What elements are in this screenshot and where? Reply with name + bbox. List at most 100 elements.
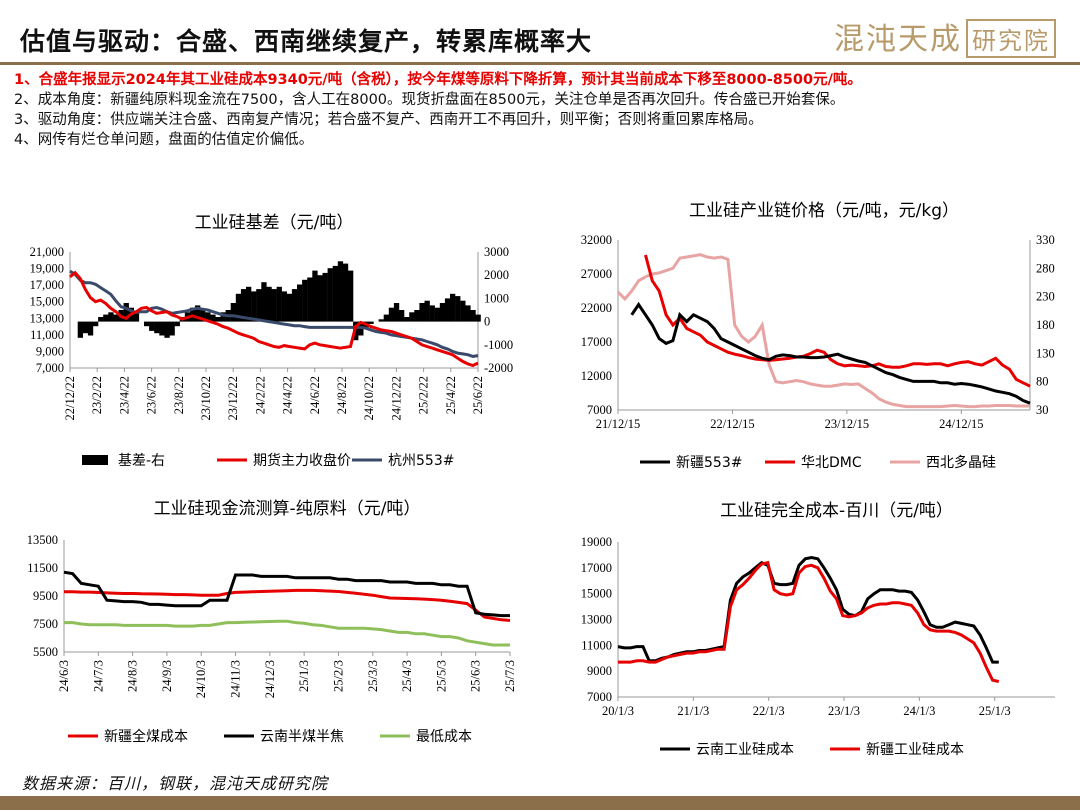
y2-tick-label: 180	[1036, 318, 1055, 332]
page-title: 估值与驱动：合盛、西南继续复产，转累库概率大	[20, 27, 593, 56]
series-yunnan-semi-line	[63, 570, 510, 618]
basis-bar	[108, 312, 114, 322]
y-tick-label: 7000	[587, 690, 612, 704]
legend-swatch	[82, 455, 108, 465]
series-yunnan-line	[617, 555, 999, 664]
y2-tick-label: 230	[1036, 290, 1055, 304]
basis-bar	[424, 300, 430, 322]
basis-bar	[159, 321, 165, 336]
basis-bar	[251, 291, 257, 322]
chart-chain-prices: 工业硅产业链价格（元/吨，元/kg） 32000 27000 22000 17000 12…	[581, 201, 1055, 471]
x-tick-label: 25/6/3	[469, 660, 483, 692]
basis-bar	[154, 321, 160, 334]
x-tick-label: 24/6/3	[57, 660, 71, 692]
basis-bar	[475, 314, 481, 322]
y-tick-label: 17,000	[30, 278, 64, 292]
basis-bar	[82, 321, 89, 334]
y2-tick-label: 130	[1036, 346, 1055, 360]
x-tick-label: 23/10/22	[199, 376, 213, 420]
x-tick-label: 22/1/3	[753, 704, 785, 718]
basis-bar	[455, 296, 461, 322]
y-tick-label: 13500	[27, 533, 58, 547]
basis-bar	[169, 321, 175, 336]
y-tick-label: 27000	[581, 267, 612, 281]
basis-bar	[460, 300, 466, 322]
y-tick-label: 12000	[581, 369, 612, 383]
basis-bar	[378, 319, 384, 322]
legend-label: 新疆553#	[676, 455, 742, 471]
basis-bar	[404, 317, 410, 322]
x-tick-label: 24/8/22	[335, 376, 349, 414]
series-xinjiang553-line	[630, 301, 1031, 405]
y2-tick-label: 0	[484, 315, 490, 329]
chart-title: 工业硅完全成本-百川（元/吨）	[720, 501, 953, 521]
basis-bar	[220, 312, 226, 322]
x-tick-label: 24/11/3	[229, 660, 243, 698]
basis-bar	[399, 310, 405, 322]
series-xinjiang-line	[618, 560, 1000, 683]
basis-bar	[87, 321, 94, 336]
series-xinjiang-coal-line	[64, 588, 511, 622]
basis-bar	[276, 286, 282, 322]
basis-bar	[470, 310, 476, 322]
x-tick-label: 22/12/22	[63, 376, 77, 420]
basis-bar	[297, 284, 303, 322]
series-polysilicon-line	[616, 253, 1030, 409]
basis-bar	[195, 305, 201, 322]
x-tick-label: 25/1/3	[297, 660, 311, 692]
chart-title: 工业硅产业链价格（元/吨，元/kg）	[689, 201, 959, 221]
y-tick-label: 7000	[587, 403, 612, 417]
basis-bar	[322, 272, 328, 322]
basis-bar	[332, 265, 338, 322]
y-tick-label: 17000	[581, 335, 612, 349]
logo-box: 研究院	[966, 19, 1056, 58]
basis-bar	[240, 289, 247, 322]
x-tick-label: 25/4/3	[400, 660, 414, 692]
y2-tick-label: 1000	[484, 291, 509, 305]
x-tick-label: 25/2/3	[331, 660, 345, 692]
basis-bar	[77, 321, 83, 338]
y2-tick-label: -1000	[484, 338, 513, 352]
basis-bar	[246, 286, 252, 322]
y2-tick-label: 2000	[484, 268, 509, 282]
source-note: 数据来源：百川，钢联，混沌天成研究院	[22, 774, 329, 793]
basis-bar	[393, 303, 400, 322]
basis-bar	[174, 321, 180, 327]
basis-bar	[302, 279, 308, 322]
x-tick-label: 23/2/22	[90, 376, 104, 414]
y-tick-label: 17000	[581, 561, 612, 575]
basis-bar	[149, 321, 155, 331]
x-tick-label: 23/6/22	[145, 376, 159, 414]
basis-bar	[230, 303, 236, 322]
y-tick-label: 19,000	[30, 262, 64, 276]
basis-bar	[307, 277, 313, 322]
basis-bar	[144, 321, 150, 327]
basis-bar	[465, 305, 471, 322]
legend-label: 西北多晶硅	[926, 454, 996, 471]
basis-bar	[419, 303, 425, 322]
basis-bar	[200, 310, 206, 322]
x-tick-label: 23/8/22	[172, 376, 186, 414]
basis-bar	[342, 263, 349, 322]
basis-bar	[261, 282, 267, 322]
y-tick-label: 22000	[581, 301, 612, 315]
series-futures-line	[69, 270, 479, 368]
x-tick-label: 24/10/3	[194, 660, 208, 698]
x-tick-label: 24/12/22	[389, 376, 403, 420]
y-tick-label: 13,000	[30, 311, 64, 325]
y-tick-label: 15,000	[30, 295, 64, 309]
basis-bar	[337, 261, 344, 322]
basis-bar	[439, 303, 446, 322]
series-dmc-line	[644, 254, 1031, 388]
y2-tick-label: 3000	[484, 245, 509, 259]
x-tick-label: 24/1/3	[903, 704, 935, 718]
x-tick-label: 25/5/3	[434, 660, 448, 692]
legend-label: 最低成本	[416, 729, 472, 745]
y-tick-label: 9000	[587, 664, 612, 678]
x-tick-label: 23/1/3	[828, 704, 860, 718]
legend-label: 新疆工业硅成本	[866, 742, 964, 758]
x-tick-label: 24/10/22	[362, 376, 376, 420]
y-tick-label: 11,000	[30, 328, 64, 342]
basis-bar	[444, 298, 451, 322]
legend-label: 云南半煤半焦	[260, 729, 344, 745]
